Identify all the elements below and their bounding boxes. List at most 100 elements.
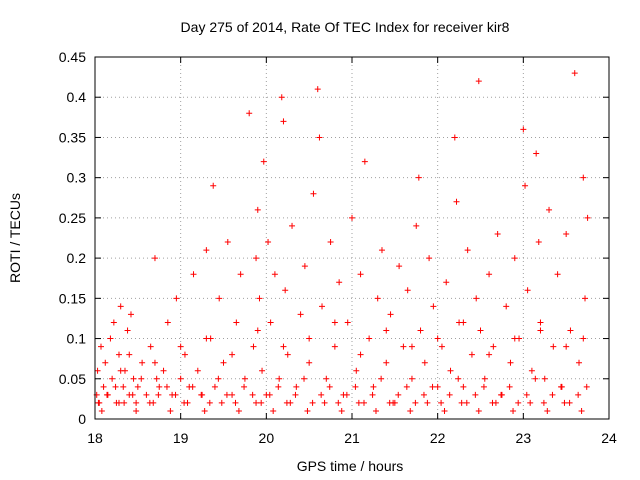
data-point	[289, 222, 296, 229]
data-point	[117, 367, 124, 374]
data-point	[229, 391, 236, 398]
data-point	[429, 383, 436, 390]
data-point	[473, 295, 480, 302]
data-point	[134, 383, 141, 390]
data-point	[421, 359, 428, 366]
data-point	[378, 375, 385, 382]
data-point	[511, 335, 518, 342]
y-tick-label: 0.4	[67, 89, 87, 105]
data-point	[580, 335, 587, 342]
data-point	[361, 158, 368, 165]
data-point	[194, 367, 201, 374]
data-point	[98, 407, 105, 414]
data-point	[544, 407, 551, 414]
data-point	[490, 343, 497, 350]
data-point	[265, 239, 272, 246]
data-point	[246, 110, 253, 117]
data-point	[319, 303, 326, 310]
data-point	[443, 279, 450, 286]
data-point	[203, 335, 210, 342]
data-point	[282, 287, 289, 294]
data-point	[256, 295, 263, 302]
data-point	[578, 407, 585, 414]
data-point	[249, 391, 256, 398]
data-point	[143, 391, 150, 398]
data-point	[481, 375, 488, 382]
data-point	[383, 359, 390, 366]
data-point	[370, 383, 377, 390]
data-point	[403, 383, 410, 390]
data-point	[133, 407, 140, 414]
data-point	[472, 391, 479, 398]
data-point	[520, 126, 527, 133]
data-point	[271, 271, 278, 278]
data-point	[580, 174, 587, 181]
data-point	[107, 335, 114, 342]
data-point	[280, 118, 287, 125]
data-point	[241, 375, 248, 382]
data-point	[563, 230, 570, 237]
data-point	[258, 399, 265, 406]
data-point	[372, 407, 379, 414]
data-point	[369, 391, 376, 398]
data-point	[344, 319, 351, 326]
data-point	[460, 319, 467, 326]
y-axis-label: ROTI / TECUs	[7, 193, 23, 283]
data-point	[316, 134, 323, 141]
data-point	[206, 399, 213, 406]
data-point	[190, 271, 197, 278]
data-point	[417, 327, 424, 334]
data-point	[383, 327, 390, 334]
data-point	[270, 407, 277, 414]
data-point	[223, 391, 230, 398]
data-point	[198, 391, 205, 398]
y-tick-label: 0.2	[67, 250, 87, 266]
data-point	[533, 150, 540, 157]
data-point	[477, 327, 484, 334]
data-point	[327, 239, 334, 246]
data-point	[133, 399, 140, 406]
data-point	[138, 375, 145, 382]
x-tick-label: 19	[173, 430, 189, 446]
data-point	[287, 399, 294, 406]
data-point	[515, 399, 522, 406]
data-point	[216, 295, 223, 302]
data-point	[441, 407, 448, 414]
data-point	[582, 295, 589, 302]
data-point	[537, 327, 544, 334]
y-tick-labels: 0 0.05 0.1 0.15 0.2 0.25 0.3 0.35 0.4 0.45	[59, 49, 86, 427]
data-point	[506, 383, 513, 390]
data-point	[413, 222, 420, 229]
y-tick-label: 0.35	[59, 129, 86, 145]
data-point	[447, 367, 454, 374]
data-point	[280, 343, 287, 350]
data-point	[160, 367, 167, 374]
data-point	[292, 391, 299, 398]
data-point	[293, 383, 300, 390]
data-point	[181, 351, 188, 358]
plot-frame	[94, 56, 610, 420]
data-point	[366, 335, 373, 342]
data-point	[284, 351, 291, 358]
data-point	[486, 351, 493, 358]
data-point	[124, 327, 131, 334]
data-point	[224, 239, 231, 246]
data-point	[139, 359, 146, 366]
data-point	[338, 407, 345, 414]
data-point	[260, 158, 267, 165]
data-point	[121, 399, 128, 406]
data-point	[522, 182, 529, 189]
data-point	[463, 399, 470, 406]
data-point	[297, 311, 304, 318]
data-point	[233, 319, 240, 326]
data-point	[306, 335, 313, 342]
data-point	[343, 391, 350, 398]
data-point	[523, 391, 530, 398]
y-tick-label: 0.25	[59, 210, 86, 226]
data-point	[468, 351, 475, 358]
data-point	[407, 407, 414, 414]
data-point	[451, 134, 458, 141]
data-point	[301, 263, 308, 270]
data-point	[203, 247, 210, 254]
